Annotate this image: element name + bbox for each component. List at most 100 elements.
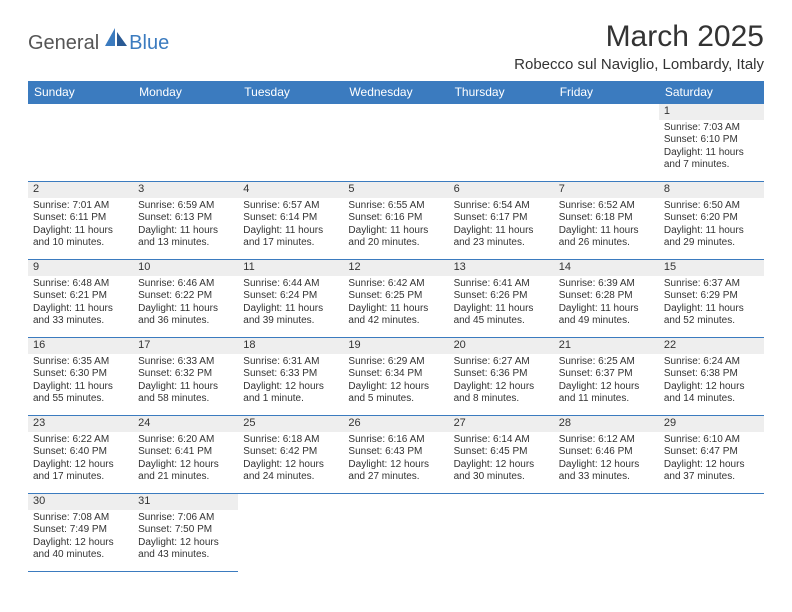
day-cell: 9Sunrise: 6:48 AMSunset: 6:21 PMDaylight… [28, 260, 133, 331]
day-cell: 24Sunrise: 6:20 AMSunset: 6:41 PMDayligh… [133, 416, 238, 487]
day-cell: 19Sunrise: 6:29 AMSunset: 6:34 PMDayligh… [343, 338, 448, 409]
day-number: 2 [28, 182, 133, 198]
daylight-text2: and 36 minutes. [138, 315, 233, 328]
calendar-cell: 27Sunrise: 6:14 AMSunset: 6:45 PMDayligh… [449, 416, 554, 494]
day-number: 27 [449, 416, 554, 432]
calendar-week: 23Sunrise: 6:22 AMSunset: 6:40 PMDayligh… [28, 416, 764, 494]
sunrise-text: Sunrise: 6:50 AM [664, 200, 759, 213]
daylight-text: Daylight: 11 hours [454, 225, 549, 238]
day-details: Sunrise: 6:57 AMSunset: 6:14 PMDaylight:… [238, 198, 343, 253]
daylight-text: Daylight: 12 hours [348, 459, 443, 472]
sunrise-text: Sunrise: 6:37 AM [664, 278, 759, 291]
daylight-text: Daylight: 11 hours [559, 303, 654, 316]
day-details: Sunrise: 6:42 AMSunset: 6:25 PMDaylight:… [343, 276, 448, 331]
daylight-text: Daylight: 11 hours [348, 225, 443, 238]
daylight-text: Daylight: 11 hours [348, 303, 443, 316]
day-details: Sunrise: 6:16 AMSunset: 6:43 PMDaylight:… [343, 432, 448, 487]
daylight-text2: and 17 minutes. [243, 237, 338, 250]
daylight-text2: and 33 minutes. [559, 471, 654, 484]
day-number: 14 [554, 260, 659, 276]
day-header-row: Sunday Monday Tuesday Wednesday Thursday… [28, 81, 764, 104]
sunset-text: Sunset: 6:16 PM [348, 212, 443, 225]
sunset-text: Sunset: 6:40 PM [33, 446, 128, 459]
day-number: 15 [659, 260, 764, 276]
calendar-cell: 4Sunrise: 6:57 AMSunset: 6:14 PMDaylight… [238, 182, 343, 260]
sunrise-text: Sunrise: 6:33 AM [138, 356, 233, 369]
brand-logo: General Blue [28, 26, 169, 61]
calendar-cell [343, 104, 448, 182]
day-header: Wednesday [343, 81, 448, 104]
header-row: General Blue March 2025 Robecco sul Navi… [28, 20, 764, 73]
daylight-text: Daylight: 11 hours [243, 303, 338, 316]
sunrise-text: Sunrise: 6:14 AM [454, 434, 549, 447]
calendar-week: 9Sunrise: 6:48 AMSunset: 6:21 PMDaylight… [28, 260, 764, 338]
daylight-text: Daylight: 11 hours [664, 225, 759, 238]
day-cell: 16Sunrise: 6:35 AMSunset: 6:30 PMDayligh… [28, 338, 133, 409]
daylight-text: Daylight: 11 hours [138, 225, 233, 238]
daylight-text2: and 33 minutes. [33, 315, 128, 328]
calendar-cell: 13Sunrise: 6:41 AMSunset: 6:26 PMDayligh… [449, 260, 554, 338]
daylight-text: Daylight: 12 hours [138, 459, 233, 472]
daylight-text: Daylight: 11 hours [33, 381, 128, 394]
day-number: 22 [659, 338, 764, 354]
day-number: 5 [343, 182, 448, 198]
sunset-text: Sunset: 6:20 PM [664, 212, 759, 225]
day-number: 10 [133, 260, 238, 276]
daylight-text: Daylight: 11 hours [138, 303, 233, 316]
day-number: 7 [554, 182, 659, 198]
calendar-cell: 21Sunrise: 6:25 AMSunset: 6:37 PMDayligh… [554, 338, 659, 416]
sunset-text: Sunset: 6:24 PM [243, 290, 338, 303]
day-number: 13 [449, 260, 554, 276]
daylight-text2: and 5 minutes. [348, 393, 443, 406]
day-number: 24 [133, 416, 238, 432]
calendar-week: 16Sunrise: 6:35 AMSunset: 6:30 PMDayligh… [28, 338, 764, 416]
sunset-text: Sunset: 6:18 PM [559, 212, 654, 225]
day-cell: 2Sunrise: 7:01 AMSunset: 6:11 PMDaylight… [28, 182, 133, 253]
day-details: Sunrise: 6:20 AMSunset: 6:41 PMDaylight:… [133, 432, 238, 487]
day-details: Sunrise: 6:18 AMSunset: 6:42 PMDaylight:… [238, 432, 343, 487]
day-details: Sunrise: 6:10 AMSunset: 6:47 PMDaylight:… [659, 432, 764, 487]
day-cell: 6Sunrise: 6:54 AMSunset: 6:17 PMDaylight… [449, 182, 554, 253]
day-cell: 4Sunrise: 6:57 AMSunset: 6:14 PMDaylight… [238, 182, 343, 253]
calendar-cell [343, 494, 448, 572]
day-details: Sunrise: 6:22 AMSunset: 6:40 PMDaylight:… [28, 432, 133, 487]
sunrise-text: Sunrise: 7:08 AM [33, 512, 128, 525]
day-details: Sunrise: 7:08 AMSunset: 7:49 PMDaylight:… [28, 510, 133, 565]
day-details: Sunrise: 6:12 AMSunset: 6:46 PMDaylight:… [554, 432, 659, 487]
day-number: 1 [659, 104, 764, 120]
brand-general: General [28, 32, 99, 55]
calendar-cell: 26Sunrise: 6:16 AMSunset: 6:43 PMDayligh… [343, 416, 448, 494]
daylight-text: Daylight: 12 hours [664, 381, 759, 394]
calendar-cell: 31Sunrise: 7:06 AMSunset: 7:50 PMDayligh… [133, 494, 238, 572]
calendar-cell [28, 104, 133, 182]
calendar-cell: 29Sunrise: 6:10 AMSunset: 6:47 PMDayligh… [659, 416, 764, 494]
day-number: 12 [343, 260, 448, 276]
day-number: 25 [238, 416, 343, 432]
calendar-cell: 23Sunrise: 6:22 AMSunset: 6:40 PMDayligh… [28, 416, 133, 494]
day-cell: 3Sunrise: 6:59 AMSunset: 6:13 PMDaylight… [133, 182, 238, 253]
calendar-cell [659, 494, 764, 572]
day-details: Sunrise: 6:55 AMSunset: 6:16 PMDaylight:… [343, 198, 448, 253]
sunset-text: Sunset: 6:36 PM [454, 368, 549, 381]
sunset-text: Sunset: 6:32 PM [138, 368, 233, 381]
sunset-text: Sunset: 6:29 PM [664, 290, 759, 303]
day-cell: 15Sunrise: 6:37 AMSunset: 6:29 PMDayligh… [659, 260, 764, 331]
sunrise-text: Sunrise: 6:42 AM [348, 278, 443, 291]
day-header: Saturday [659, 81, 764, 104]
day-details: Sunrise: 6:39 AMSunset: 6:28 PMDaylight:… [554, 276, 659, 331]
day-cell: 25Sunrise: 6:18 AMSunset: 6:42 PMDayligh… [238, 416, 343, 487]
sunrise-text: Sunrise: 6:27 AM [454, 356, 549, 369]
location: Robecco sul Naviglio, Lombardy, Italy [514, 56, 764, 73]
calendar-cell: 16Sunrise: 6:35 AMSunset: 6:30 PMDayligh… [28, 338, 133, 416]
daylight-text2: and 26 minutes. [559, 237, 654, 250]
day-header: Tuesday [238, 81, 343, 104]
daylight-text2: and 29 minutes. [664, 237, 759, 250]
daylight-text2: and 24 minutes. [243, 471, 338, 484]
sunrise-text: Sunrise: 7:06 AM [138, 512, 233, 525]
sunrise-text: Sunrise: 6:54 AM [454, 200, 549, 213]
sunset-text: Sunset: 6:38 PM [664, 368, 759, 381]
calendar-cell [554, 104, 659, 182]
month-title: March 2025 [514, 20, 764, 54]
daylight-text: Daylight: 11 hours [33, 303, 128, 316]
daylight-text2: and 8 minutes. [454, 393, 549, 406]
